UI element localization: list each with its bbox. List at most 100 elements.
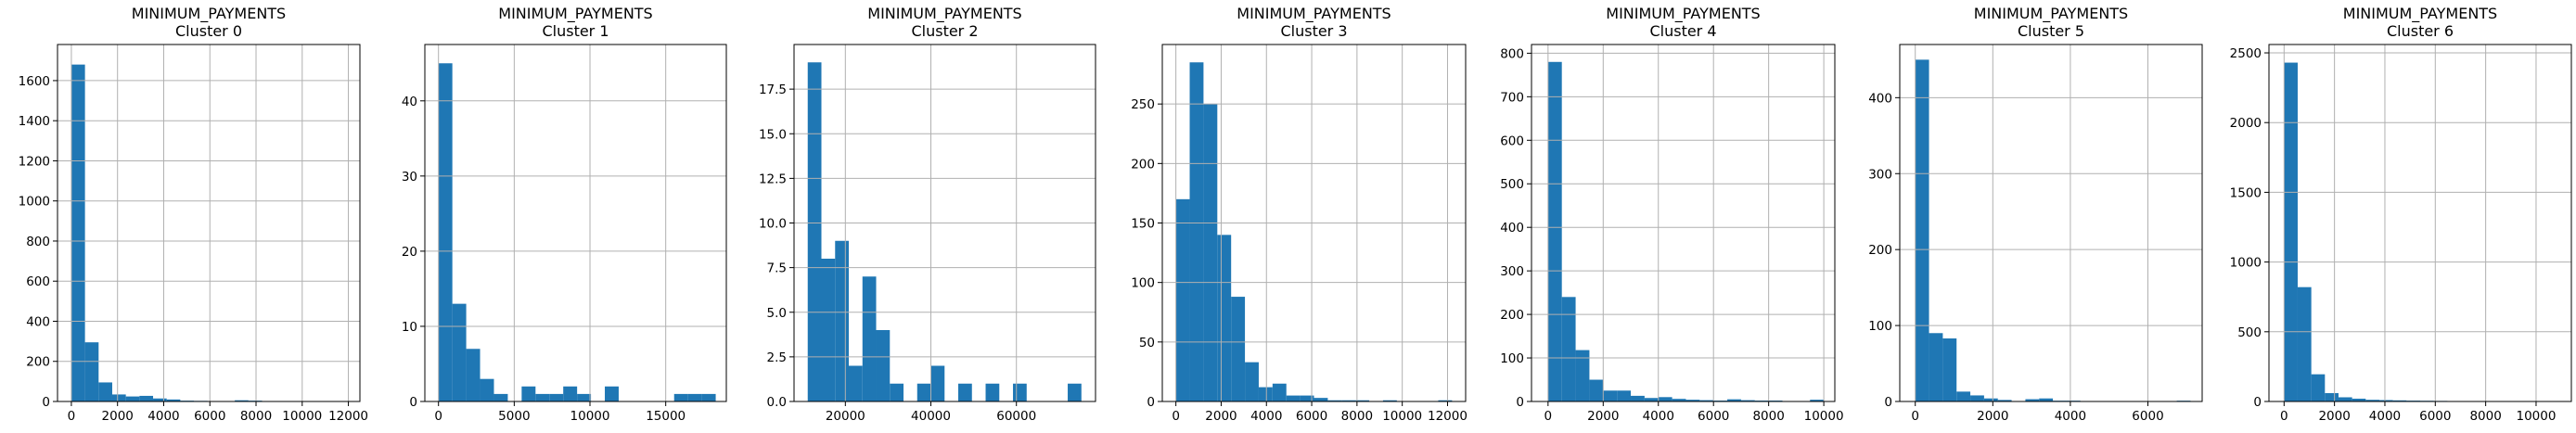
histogram-bar [1589,379,1604,401]
x-tick-label: 6000 [194,409,225,424]
histogram-bar [2297,287,2312,401]
y-tick-label: 40 [402,95,417,109]
chart-subtitle: Cluster 0 [175,22,242,40]
histogram-panel-cluster-2: 20000 40000 60000 0.0 2.5 5.0 7.5 10.0 12.5 15.0 1… [759,5,1096,424]
y-tick-label: 800 [26,235,50,249]
x-tick-label: 40000 [911,409,951,424]
y-tick-label: 2500 [2230,46,2262,61]
x-tick-label: 2000 [102,409,134,424]
y-tick-label: 0 [2253,395,2262,410]
y-tick-label: 10 [402,320,417,335]
histogram-bar [438,63,453,402]
histogram-bar [1575,350,1590,401]
histogram-bar [1997,400,2012,401]
y-tick-label: 0 [1884,395,1892,410]
histogram-bar [1970,395,1984,401]
histogram-bar [1217,235,1232,401]
y-tick-label: 200 [1500,308,1524,323]
y-tick-label: 10.0 [759,217,787,232]
histogram-panel-cluster-4: 0 2000 4000 6000 8000 10000 0 100 200 300 400 500 60… [1500,5,1843,424]
x-tick-label: 6000 [2132,409,2163,424]
histogram-bar [1272,383,1287,401]
histogram-bar [1314,398,1328,401]
axes-frame [1531,44,1836,402]
histogram-bar [98,382,112,401]
axes-frame [424,44,727,402]
chart-title: MINIMUM_PAYMENTS [867,5,1021,23]
x-tick-label: 0 [1544,409,1553,424]
y-tick-label: 0 [42,395,50,410]
chart-title: MINIMUM_PAYMENTS [498,5,652,23]
histogram-bar [1685,400,1700,401]
chart-subtitle: Cluster 2 [911,22,978,40]
y-tick-label: 1000 [19,195,50,210]
histogram-bar [1956,391,1971,401]
chart-title: MINIMUM_PAYMENTS [132,5,286,23]
axes-frame [1899,44,2203,402]
y-tick-label: 5.0 [767,306,787,321]
x-tick-label: 0 [2280,409,2288,424]
histogram-bar [1547,61,1562,401]
histogram-bar [166,399,181,401]
histogram-bar [549,393,564,401]
y-tick-label: 200 [1868,243,1892,258]
y-tick-label: 0 [409,395,417,410]
x-tick-label: 4000 [147,409,179,424]
x-tick-label: 8000 [1752,409,1784,424]
y-tick-label: 1400 [19,114,50,129]
histogram-panel-cluster-5: 0 2000 4000 6000 0 100 200 300 400 MINIMUM_PAYMEN… [1868,5,2203,424]
histogram-bar [673,393,688,401]
y-tick-label: 700 [1500,90,1524,105]
histogram-bar [1810,400,1825,401]
histogram-bar [701,393,716,401]
y-tick-label: 100 [1131,276,1155,291]
x-tick-label: 10000 [1382,409,1422,424]
y-tick-label: 2.5 [767,350,787,365]
histogram-bar [563,386,578,401]
y-tick-label: 100 [1500,351,1524,366]
histogram-bar [1603,390,1618,401]
y-tick-label: 1500 [2230,185,2262,200]
x-tick-label: 10000 [282,409,322,424]
histogram-bar [2284,62,2298,401]
axes-frame [57,44,361,402]
x-tick-label: 12000 [328,409,368,424]
x-tick-label: 4000 [2369,409,2401,424]
y-tick-label: 12.5 [759,172,787,186]
y-tick-label: 0.0 [767,395,787,410]
x-tick-label: 8000 [240,409,272,424]
y-tick-label: 7.5 [767,261,787,276]
y-tick-label: 50 [1139,336,1155,350]
histogram-bar [493,393,508,401]
y-tick-label: 1200 [19,154,50,169]
histogram-bar [1942,338,1957,401]
x-tick-label: 0 [68,409,76,424]
histogram-bar [958,383,972,401]
histogram-bar [480,378,494,401]
histogram-bar [1915,59,1929,401]
y-tick-label: 1600 [19,74,50,89]
histogram-bar [1300,395,1314,401]
histogram-bar [70,64,85,401]
y-tick-label: 17.5 [759,83,787,97]
y-tick-label: 400 [1500,221,1524,236]
chart-title: MINIMUM_PAYMENTS [2343,5,2497,23]
y-tick-label: 500 [1500,177,1524,192]
histogram-bar [452,303,467,401]
histogram-bar [1727,399,1741,401]
x-tick-label: 60000 [996,409,1036,424]
histogram-bar [985,383,1000,401]
histogram-bar [111,394,126,401]
histogram-bar [2311,374,2326,401]
x-tick-label: 0 [1911,409,1919,424]
histogram-bar [1189,62,1204,401]
histogram-bar [1245,362,1259,401]
x-tick-label: 10000 [570,409,610,424]
y-tick-label: 300 [1500,264,1524,279]
chart-subtitle: Cluster 1 [542,22,609,40]
histogram-bar [890,383,904,401]
y-tick-label: 300 [1868,167,1892,182]
histogram-bar [605,386,619,401]
y-tick-label: 0 [1147,395,1155,410]
histogram-bar [521,386,536,401]
